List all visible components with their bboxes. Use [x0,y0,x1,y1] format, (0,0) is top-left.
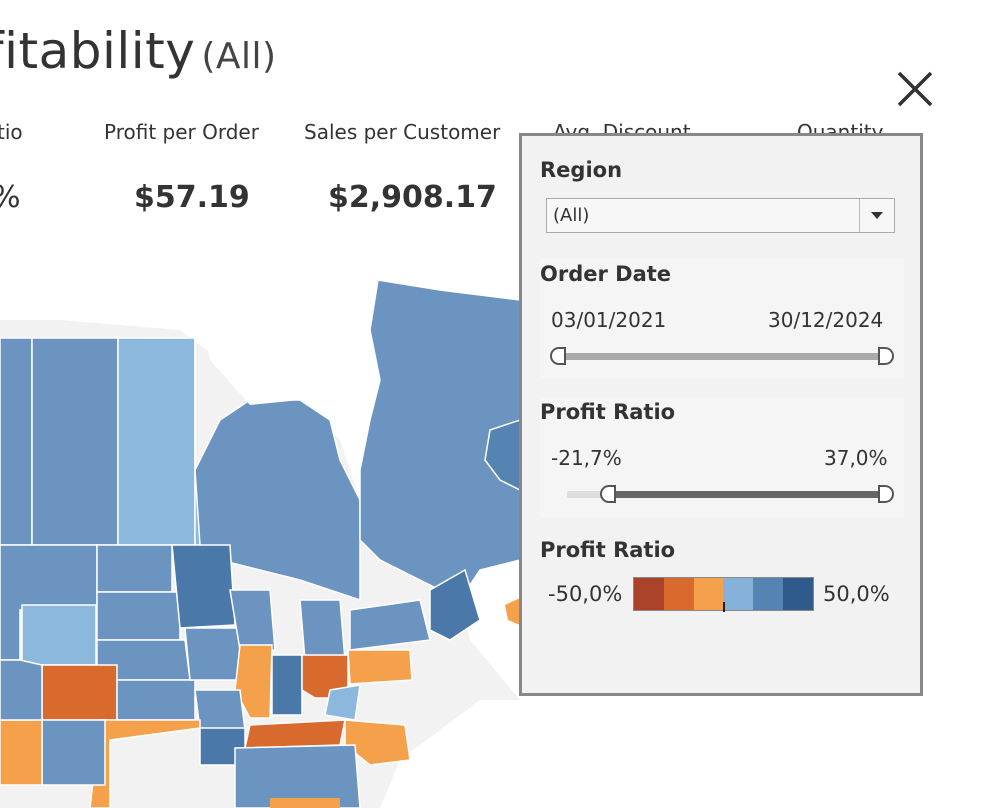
title-filter-value: (All) [201,36,277,77]
legend-swatch [663,578,694,610]
legend-midpoint-tick [723,602,725,612]
profit-ratio-slider-range[interactable] [608,491,888,498]
legend-swatch [693,578,724,610]
region-minnesota[interactable] [171,544,236,629]
legend-swatch [634,578,664,610]
close-icon[interactable] [896,70,934,108]
filter-panel: Region (All) Order Date 03/01/2021 30/12… [519,133,923,696]
region-alberta[interactable] [31,337,119,546]
region-pennsylvania[interactable] [347,649,413,685]
region-florida[interactable] [270,798,340,808]
kpi-value-sales-per-customer: $2,908.17 [328,180,497,215]
order-date-start: 03/01/2021 [551,308,667,332]
kpi-value-profit-ratio: % [0,180,21,215]
profit-ratio-legend-title: Profit Ratio [540,538,676,562]
region-filter-title: Region [540,158,623,182]
kpi-label-sales-per-customer: Sales per Customer [304,120,501,144]
profit-ratio-filter-title: Profit Ratio [540,400,676,424]
legend-min-label: -50,0% [548,582,623,606]
hudson-bay [200,270,370,420]
kpi-label-profit-per-order: Profit per Order [104,120,259,144]
region-new-mexico[interactable] [41,719,106,786]
ocean-area [380,700,944,808]
region-indiana[interactable] [271,654,303,716]
profit-ratio-max: 37,0% [824,446,888,470]
region-saskatchewan[interactable] [117,337,196,546]
region-southeast[interactable] [234,744,361,808]
kpi-label-profit-ratio: tio [0,120,23,144]
order-date-start-handle[interactable] [550,347,566,365]
order-date-title: Order Date [540,262,672,286]
page-title: fitability (All) [0,22,277,80]
region-missouri[interactable] [194,689,246,731]
region-colorado[interactable] [41,664,118,721]
region-north-carolina[interactable] [344,719,411,766]
legend-swatch [753,578,784,610]
region-canada-west[interactable] [0,337,33,546]
region-wisconsin[interactable] [229,589,276,651]
order-date-end-handle[interactable] [878,347,894,365]
legend-swatch [723,578,754,610]
region-nova-scotia[interactable] [505,598,520,625]
profit-ratio-lower-handle[interactable] [600,485,616,503]
kpi-value-profit-per-order: $57.19 [134,180,250,215]
legend-max-label: 50,0% [823,582,890,606]
chevron-down-icon[interactable] [859,199,894,232]
region-iowa[interactable] [184,627,241,681]
region-south-dakota[interactable] [96,591,181,641]
region-north-dakota[interactable] [96,544,173,593]
region-arizona[interactable] [0,719,43,786]
region-new-york[interactable] [349,599,431,651]
region-dropdown-value: (All) [553,205,590,226]
region-west-virginia[interactable] [324,684,361,721]
order-date-end: 30/12/2024 [768,308,884,332]
region-michigan[interactable] [299,599,346,661]
region-wyoming[interactable] [21,604,97,666]
profit-ratio-upper-handle[interactable] [878,485,894,503]
title-text: fitability [0,22,196,80]
profit-ratio-min: -21,7% [551,446,622,470]
legend-swatch [783,578,813,610]
region-illinois[interactable] [234,644,273,719]
region-kansas[interactable] [116,679,196,721]
region-tennessee[interactable] [244,719,346,749]
region-newfoundland[interactable] [484,418,521,492]
region-utah[interactable] [0,659,43,721]
profit-ratio-color-legend [633,577,814,611]
region-maine[interactable] [429,568,481,641]
order-date-slider-track[interactable] [558,353,888,360]
region-dropdown[interactable]: (All) [546,198,895,233]
